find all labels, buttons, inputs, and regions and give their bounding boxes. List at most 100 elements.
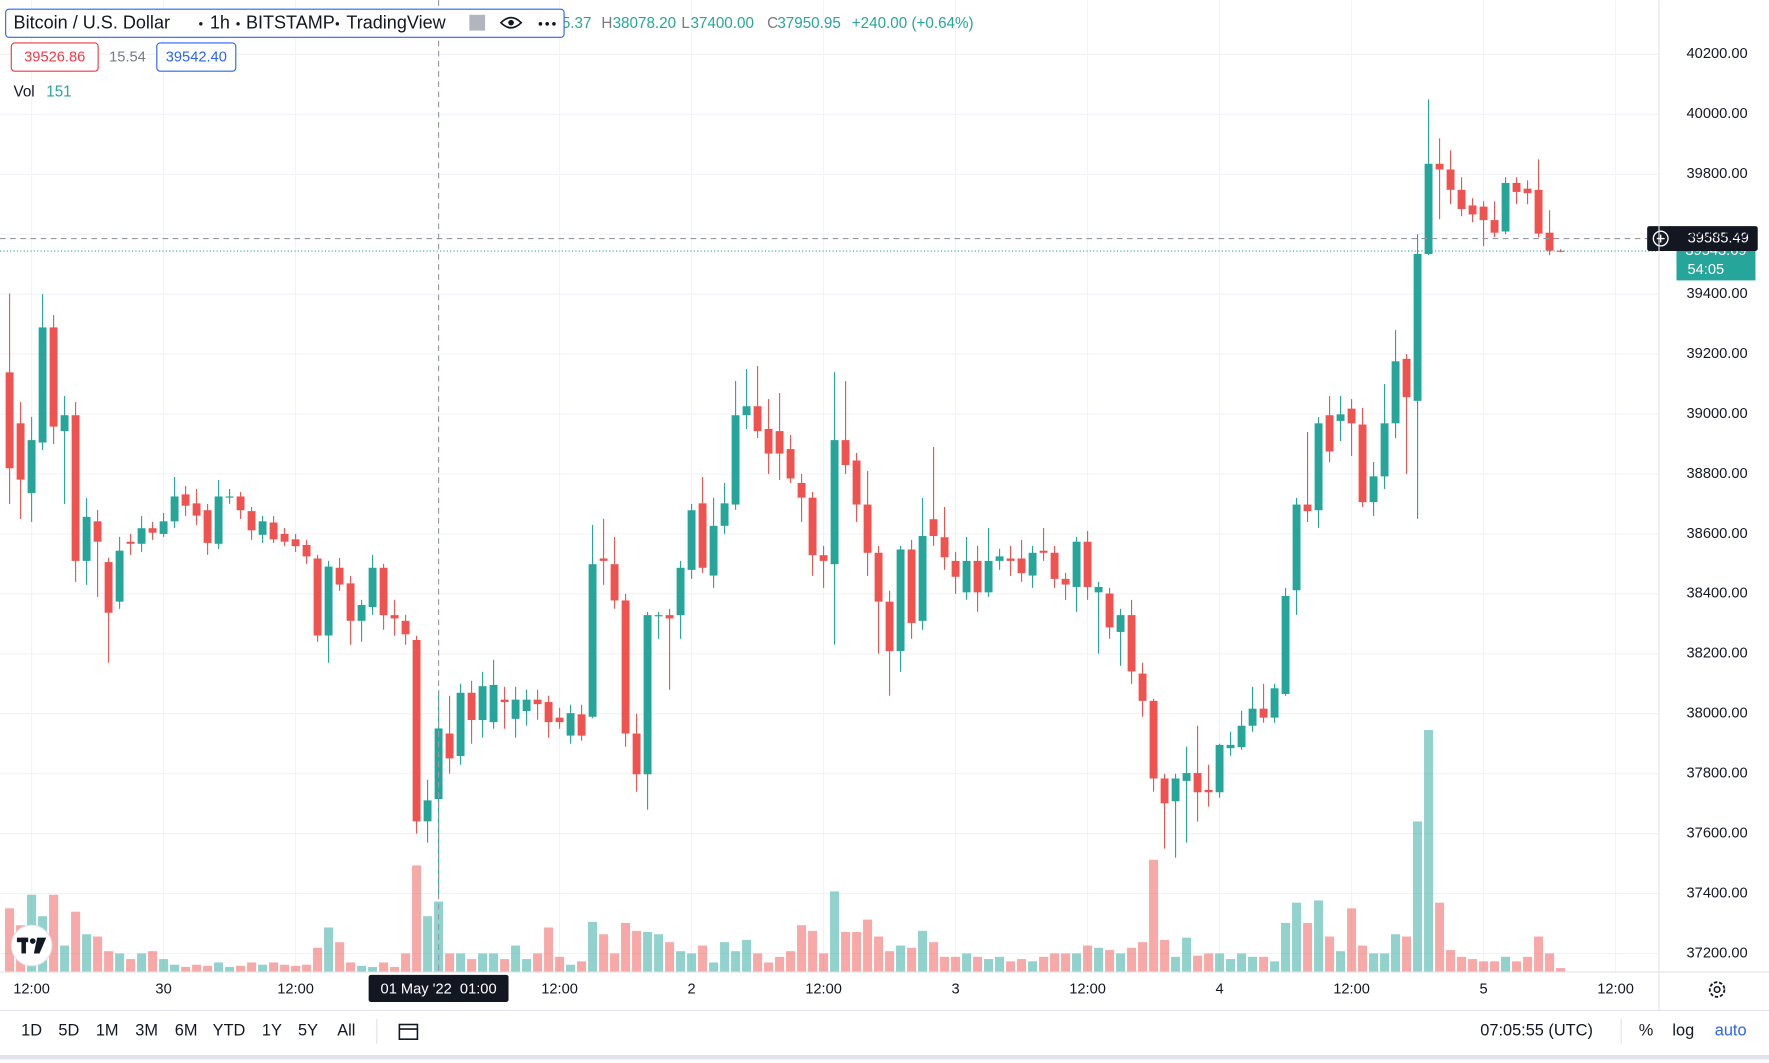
volume-bar bbox=[577, 961, 587, 972]
candle-body bbox=[742, 406, 751, 416]
candle-body bbox=[214, 496, 223, 544]
axis-layer: 37200.00 37400.00 37600.00 37800.00 38000.00… bbox=[13, 46, 1748, 1002]
x-tick-label: 4 bbox=[1215, 981, 1223, 997]
settings-icon[interactable] bbox=[1708, 981, 1726, 998]
range-button[interactable]: 1Y bbox=[262, 1022, 282, 1040]
volume-bar bbox=[1204, 953, 1214, 972]
candle-body bbox=[38, 327, 47, 443]
gear-ring[interactable] bbox=[1708, 981, 1726, 998]
x-tick-label: 12:00 bbox=[1069, 981, 1106, 997]
range-button[interactable]: YTD bbox=[213, 1022, 246, 1040]
logo-badge[interactable] bbox=[10, 924, 53, 967]
candle-body bbox=[665, 615, 674, 619]
x-tick-label: 12:00 bbox=[541, 981, 578, 997]
candle-body bbox=[126, 541, 135, 544]
crosshair-plus-icon[interactable] bbox=[1652, 230, 1669, 247]
candle-body bbox=[1358, 424, 1367, 503]
range-button[interactable]: 5Y bbox=[298, 1022, 318, 1040]
spread: 15.54 bbox=[109, 50, 146, 66]
symbol-box-frame[interactable] bbox=[5, 8, 565, 38]
legend-close: 37950.95 bbox=[777, 15, 840, 32]
candle-body bbox=[566, 713, 575, 736]
crosshair-plus-icon bbox=[1656, 234, 1665, 243]
range-button[interactable]: 6M bbox=[175, 1022, 198, 1040]
candle-body bbox=[1534, 189, 1543, 234]
volume-bar bbox=[764, 962, 774, 972]
volume-bar bbox=[1171, 956, 1181, 972]
candle-body bbox=[1072, 541, 1081, 587]
y-tick-label: 37200.00 bbox=[1687, 945, 1748, 961]
volume-bar bbox=[1094, 947, 1104, 972]
candle-body bbox=[720, 503, 729, 526]
legend-key: H bbox=[601, 15, 612, 32]
volume-bar bbox=[566, 964, 576, 972]
log-toggle[interactable]: log bbox=[1672, 1022, 1694, 1040]
volume-bar bbox=[170, 964, 180, 972]
volume-bar bbox=[1479, 961, 1489, 972]
candle-body bbox=[313, 558, 322, 636]
volume-bar bbox=[49, 894, 59, 972]
candle-body bbox=[819, 555, 828, 561]
volume-bar bbox=[1424, 730, 1434, 972]
eye-icon[interactable] bbox=[499, 16, 523, 29]
volume-bar bbox=[1369, 953, 1379, 972]
y-tick-label: 37400.00 bbox=[1687, 885, 1748, 901]
range-button[interactable]: 3M bbox=[135, 1022, 158, 1040]
volume-bar bbox=[786, 951, 796, 972]
candle-body bbox=[544, 702, 553, 723]
ask[interactable]: 39542.40 bbox=[166, 50, 227, 66]
logo[interactable] bbox=[10, 924, 53, 967]
separator-dot bbox=[236, 22, 240, 26]
volume-bar bbox=[544, 927, 554, 972]
candle-body bbox=[1490, 220, 1499, 233]
volume-bar bbox=[1270, 961, 1280, 972]
candle-body bbox=[687, 510, 696, 570]
range-button[interactable]: 1M bbox=[96, 1022, 119, 1040]
volume-bar bbox=[1237, 953, 1247, 972]
bid-box[interactable] bbox=[10, 42, 99, 72]
volume-bar bbox=[93, 936, 103, 972]
candle-body bbox=[16, 423, 25, 480]
volume-bar bbox=[1105, 950, 1115, 972]
calendar-frame[interactable] bbox=[398, 1023, 419, 1040]
candle-body bbox=[1083, 541, 1092, 587]
candle-body bbox=[830, 440, 839, 565]
x-tick-label: 12:00 bbox=[1597, 981, 1634, 997]
volume-bar bbox=[797, 925, 807, 972]
calendar-icon[interactable] bbox=[398, 1023, 419, 1040]
x-tick-label: 2 bbox=[688, 981, 696, 997]
volume-bar bbox=[1391, 934, 1401, 972]
volume-bar bbox=[357, 965, 367, 972]
candle-body bbox=[1193, 773, 1202, 793]
flag-icon[interactable] bbox=[469, 14, 486, 31]
volume-bar bbox=[874, 936, 884, 972]
symbol-box[interactable]: Bitcoin / U.S. Dollar 1h BITSTAMP Tradin… bbox=[5, 8, 565, 38]
volume-bar bbox=[709, 962, 719, 972]
ohlc-legend: 5.37 H 38078.20 L 37400.00 C 37950.95 +2… bbox=[562, 15, 974, 32]
bid[interactable]: 39526.86 bbox=[24, 50, 85, 66]
candle-body bbox=[1512, 182, 1521, 192]
more-dot[interactable] bbox=[538, 22, 543, 26]
ask-box[interactable] bbox=[156, 42, 237, 72]
volume-bar bbox=[588, 921, 598, 972]
volume-bar bbox=[379, 962, 389, 972]
more-dot[interactable] bbox=[552, 22, 556, 26]
percent-toggle[interactable]: % bbox=[1639, 1022, 1654, 1040]
volume-bar bbox=[1512, 961, 1522, 972]
more-dot[interactable] bbox=[545, 22, 549, 26]
range-button[interactable]: 1D bbox=[21, 1022, 42, 1040]
volume-bar bbox=[1072, 953, 1082, 972]
clock[interactable]: 07:05:55 (UTC) bbox=[1480, 1022, 1593, 1040]
auto-toggle[interactable]: auto bbox=[1715, 1022, 1747, 1040]
range-button[interactable]: All bbox=[337, 1022, 355, 1040]
volume-bar bbox=[511, 945, 521, 972]
range-button[interactable]: 5D bbox=[58, 1022, 79, 1040]
legend-key: C bbox=[767, 15, 778, 32]
volume-bar bbox=[731, 951, 741, 972]
candle-body bbox=[115, 550, 124, 602]
y-tick-label: 39200.00 bbox=[1687, 346, 1748, 362]
volume-bar bbox=[489, 953, 499, 972]
volume-bar bbox=[236, 965, 246, 972]
candle-body bbox=[203, 510, 212, 543]
